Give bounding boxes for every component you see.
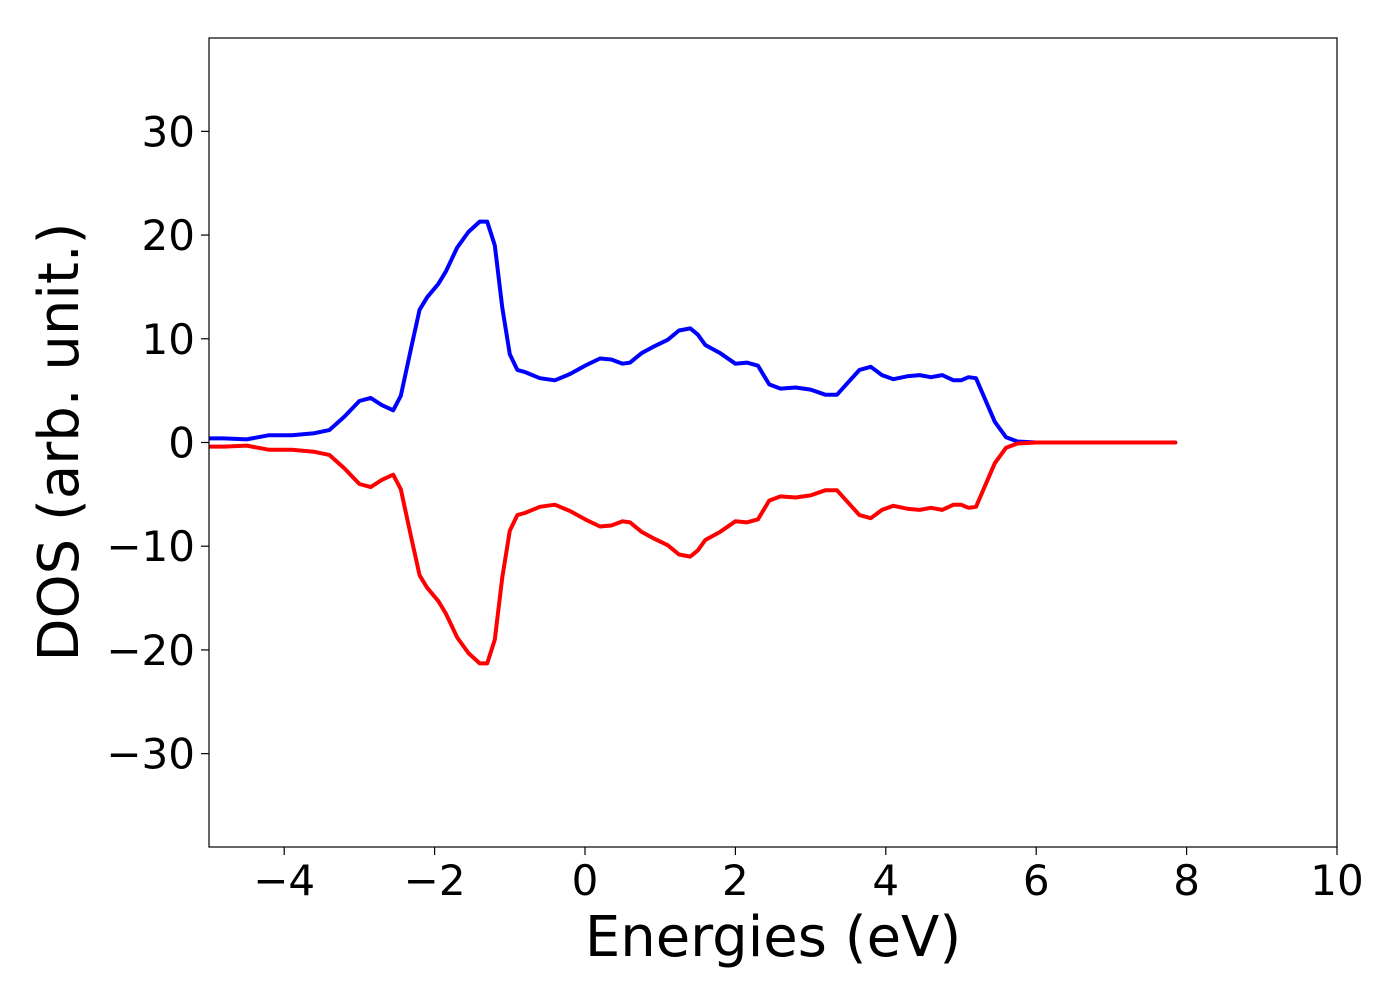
y-tick-label: 20	[142, 211, 195, 260]
x-tick-label: 4	[872, 856, 899, 905]
x-axis-label: Energies (eV)	[585, 905, 961, 970]
x-tick-label: 2	[722, 856, 749, 905]
series-layer	[209, 219, 1178, 666]
x-tick-label: 6	[1023, 856, 1050, 905]
x-tick-label: 8	[1173, 856, 1200, 905]
x-tick-label: 0	[572, 856, 599, 905]
x-tick-label: −4	[253, 856, 315, 905]
y-tick-label: −20	[106, 626, 195, 675]
x-tick-label: −2	[404, 856, 466, 905]
y-tick-label: 30	[142, 107, 195, 156]
y-tick-label: −10	[106, 522, 195, 571]
y-tick-label: −30	[106, 730, 195, 779]
y-tick-label: 10	[142, 315, 195, 364]
x-tick-label: 10	[1310, 856, 1363, 905]
series-line-1	[209, 440, 1178, 666]
x-axis: −4 −2 0 2 4 6 8 10	[253, 847, 1364, 905]
series-line-0	[209, 219, 1178, 445]
y-axis: −30 −20 −10 0 10 20 30	[106, 107, 209, 779]
y-axis-label: DOS (arb. unit.)	[27, 222, 92, 661]
y-tick-label: 0	[168, 419, 195, 468]
